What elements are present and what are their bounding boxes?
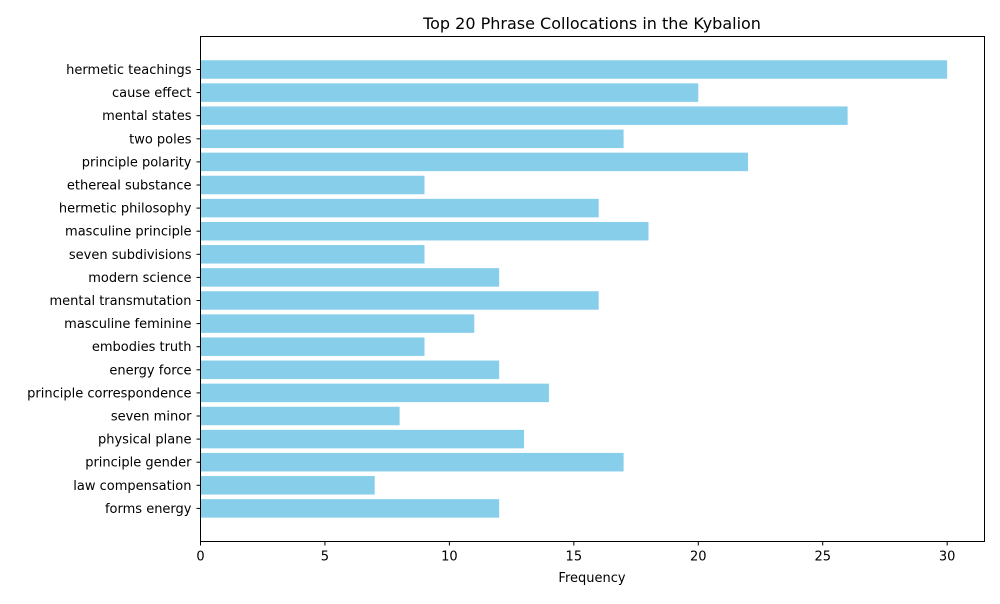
bar xyxy=(200,268,500,287)
y-tick-label: principle correspondence xyxy=(27,386,191,401)
y-tick-label: energy force xyxy=(109,363,191,378)
x-tick-label: 30 xyxy=(939,550,956,565)
x-tick-label: 20 xyxy=(690,550,707,565)
bar xyxy=(200,60,948,79)
y-tick-label: seven minor xyxy=(111,410,192,425)
x-tick-label: 15 xyxy=(566,550,583,565)
bar xyxy=(200,383,549,403)
x-tick-label: 10 xyxy=(441,550,458,565)
y-tick-label: modern science xyxy=(88,271,191,286)
bar xyxy=(200,83,699,102)
bars-layer xyxy=(200,60,948,518)
y-tick-label: forms energy xyxy=(105,502,192,517)
bar xyxy=(200,221,649,241)
y-tick-label: seven subdivisions xyxy=(69,248,192,263)
y-tick-label: cause effect xyxy=(112,86,191,101)
bar xyxy=(200,175,425,195)
bar xyxy=(200,452,624,472)
y-tick-label: embodies truth xyxy=(92,340,192,355)
x-tick-label: 25 xyxy=(814,550,831,565)
y-tick-label: hermetic teachings xyxy=(66,63,192,78)
bar xyxy=(200,106,848,125)
bar xyxy=(200,337,425,356)
bar xyxy=(200,499,500,518)
bar xyxy=(200,360,500,380)
y-tick-label: principle polarity xyxy=(82,155,192,170)
y-tick-label: principle gender xyxy=(85,456,192,471)
bar xyxy=(200,291,599,310)
ticks-layer: hermetic teachings cause effect mental sta… xyxy=(27,63,955,565)
y-tick-label: two poles xyxy=(129,132,192,147)
y-tick-label: mental transmutation xyxy=(50,294,192,309)
bar xyxy=(200,245,425,264)
bar xyxy=(200,476,375,495)
chart-title: Top 20 Phrase Collocations in the Kybali… xyxy=(422,14,761,33)
bar xyxy=(200,129,624,149)
y-tick-label: mental states xyxy=(102,109,192,124)
bar xyxy=(200,152,749,172)
y-tick-label: masculine principle xyxy=(65,225,191,240)
x-axis-label: Frequency xyxy=(558,571,625,586)
y-tick-label: law compensation xyxy=(73,479,191,494)
y-tick-label: physical plane xyxy=(98,433,192,448)
bar xyxy=(200,314,475,333)
y-tick-label: hermetic philosophy xyxy=(59,202,192,217)
y-tick-label: masculine feminine xyxy=(64,317,191,332)
y-tick-label: ethereal substance xyxy=(67,179,192,194)
bar xyxy=(200,429,525,449)
x-tick-label: 5 xyxy=(321,550,329,565)
bar xyxy=(200,406,400,426)
bar xyxy=(200,198,599,218)
plot-frame xyxy=(200,36,985,542)
x-tick-label: 0 xyxy=(196,550,204,565)
